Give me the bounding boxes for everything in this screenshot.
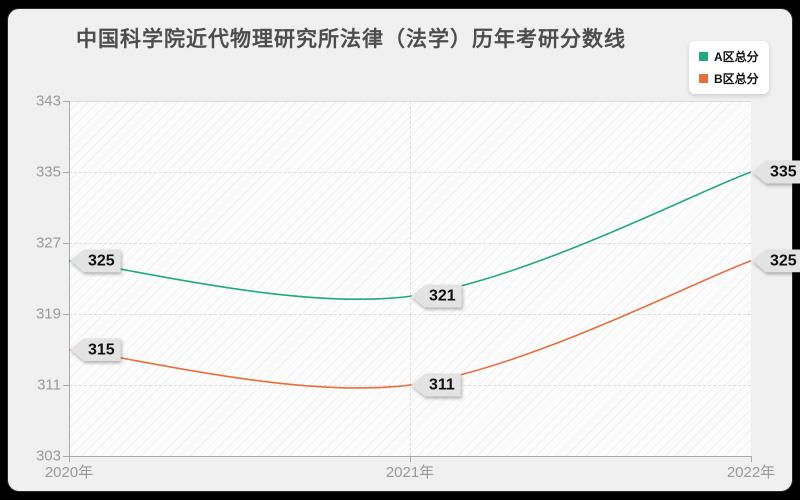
series-line-B区总分 [68, 259, 752, 389]
chart-title: 中国科学院近代物理研究所法律（法学）历年考研分数线 [76, 28, 626, 51]
y-axis-label: 319 [35, 305, 61, 323]
y-axis-label: 343 [35, 92, 61, 110]
y-tick-335 [63, 172, 69, 173]
y-tick-319 [63, 314, 69, 315]
legend: A区总分 B区总分 [689, 41, 769, 94]
x-tick-2 [751, 456, 752, 462]
legend-item-A区总分[interactable]: A区总分 [699, 48, 759, 65]
gridline-x-1 [410, 101, 411, 456]
y-axis-label: 335 [35, 163, 61, 181]
y-axis-line [69, 101, 70, 456]
y-tick-311 [63, 385, 69, 386]
point-label-A区总分-2020年: 325 [70, 249, 121, 273]
chart-card: 中国科学院近代物理研究所法律（法学）历年考研分数线 A区总分 B区总分 303 31… [7, 8, 800, 492]
line-chart-svg [68, 171, 752, 389]
point-label-B区总分-2022年: 325 [752, 249, 800, 273]
y-axis-label: 327 [35, 234, 61, 252]
x-axis-line [69, 456, 752, 457]
legend-item-B区总分[interactable]: B区总分 [699, 70, 759, 87]
x-tick-0 [69, 456, 70, 462]
legend-marker-icon [699, 52, 708, 61]
legend-item-label: B区总分 [714, 72, 759, 86]
point-label-B区总分-2021年: 311 [411, 373, 461, 397]
point-label-B区总分-2020年: 315 [70, 338, 121, 361]
legend-item-label: A区总分 [714, 50, 759, 64]
legend-marker-icon [699, 74, 708, 83]
y-tick-327 [63, 243, 69, 244]
x-axis-label: 2020年 [44, 464, 94, 481]
y-axis-label: 311 [37, 376, 61, 394]
y-tick-303 [63, 456, 69, 457]
series-line-A区总分 [68, 171, 752, 301]
point-label-A区总分-2021年: 321 [411, 284, 462, 308]
x-axis-label: 2022年 [726, 464, 776, 481]
y-tick-343 [63, 101, 69, 102]
y-axis-label: 303 [35, 447, 61, 465]
x-tick-1 [410, 456, 411, 462]
point-label-A区总分-2022年: 335 [752, 160, 800, 184]
x-axis-label: 2021年 [385, 464, 435, 481]
